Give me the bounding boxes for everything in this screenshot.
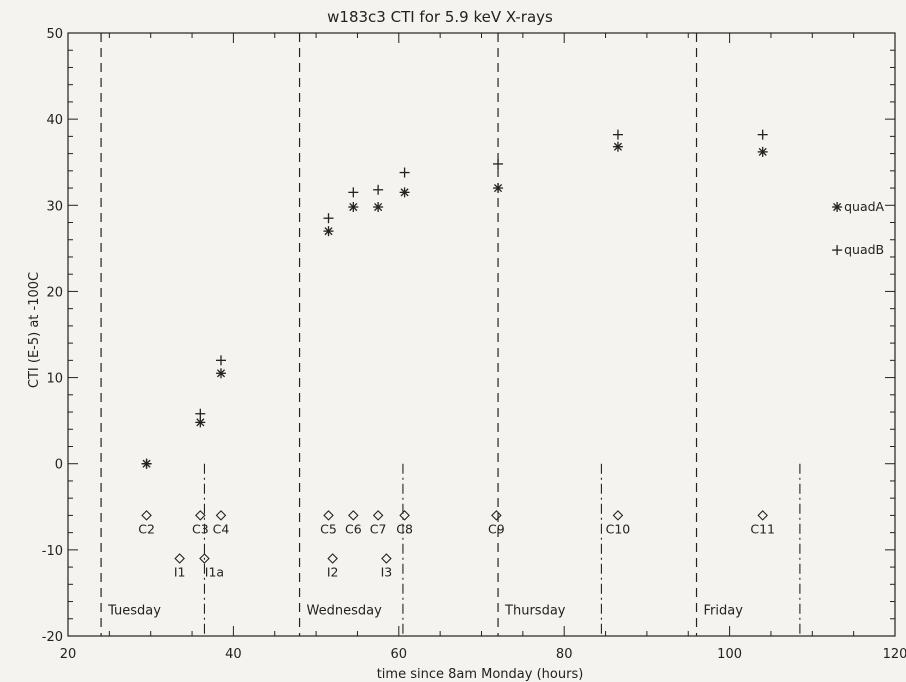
point-quadA — [216, 368, 226, 378]
x-tick-label: 80 — [556, 647, 573, 662]
y-tick-label: -10 — [42, 544, 63, 559]
x-tick-label: 120 — [883, 647, 906, 662]
point-quadA — [348, 202, 358, 212]
diamond-marker — [328, 554, 337, 563]
point-quadB — [493, 159, 503, 169]
marker-label: C9 — [488, 521, 505, 536]
diamond-marker — [382, 554, 391, 563]
x-tick-label: 60 — [391, 647, 408, 662]
diamond-marker — [324, 511, 333, 520]
diamond-marker — [400, 511, 409, 520]
legend-marker-quadA — [832, 202, 842, 212]
point-quadA — [400, 187, 410, 197]
marker-label: I2 — [327, 564, 339, 579]
y-tick-label: 10 — [46, 372, 63, 387]
point-quadB — [216, 355, 226, 365]
diamond-marker — [196, 511, 205, 520]
diamond-marker — [374, 511, 383, 520]
x-tick-label: 100 — [717, 647, 742, 662]
diamond-marker — [349, 511, 358, 520]
marker-label: C11 — [750, 521, 775, 536]
point-quadB — [195, 409, 205, 419]
day-label: Wednesday — [307, 603, 383, 618]
y-axis-label: CTI (E-5) at -100C — [27, 272, 42, 388]
diamond-marker — [175, 554, 184, 563]
point-quadA — [195, 417, 205, 427]
marker-label: I1a — [205, 564, 224, 579]
diamond-marker — [216, 511, 225, 520]
marker-label: I1 — [174, 564, 186, 579]
legend-label: quadB — [844, 242, 884, 257]
point-quadA — [613, 142, 623, 152]
point-quadB — [373, 185, 383, 195]
chart-title: w183c3 CTI for 5.9 keV X-rays — [327, 8, 553, 26]
y-tick-label: 0 — [55, 458, 63, 473]
day-label: Thursday — [504, 603, 566, 618]
point-quadB — [400, 168, 410, 178]
point-quadB — [348, 187, 358, 197]
diamond-marker — [492, 511, 501, 520]
marker-label: C5 — [320, 521, 337, 536]
marker-label: C6 — [345, 521, 362, 536]
y-tick-label: 20 — [46, 285, 63, 300]
x-tick-label: 20 — [60, 647, 77, 662]
y-tick-label: -20 — [42, 630, 63, 645]
point-quadB — [613, 130, 623, 140]
marker-label: C7 — [370, 521, 387, 536]
x-axis-label: time since 8am Monday (hours) — [377, 667, 584, 682]
point-quadB — [324, 213, 334, 223]
day-label: Tuesday — [107, 603, 161, 618]
marker-label: C3 — [192, 521, 209, 536]
point-quadA — [324, 226, 334, 236]
plot-area: 20 40 60 80 100 120 -20 -10 0 10 20 30 40 50 Tuesday We… — [42, 27, 906, 662]
marker-label: C4 — [213, 521, 230, 536]
point-quadB — [758, 130, 768, 140]
x-tick-label: 40 — [225, 647, 242, 662]
point-quadA — [493, 183, 503, 193]
point-quadA — [373, 202, 383, 212]
y-tick-label: 30 — [46, 199, 63, 214]
marker-label: C8 — [396, 521, 413, 536]
day-label: Friday — [704, 603, 744, 618]
y-tick-label: 50 — [46, 27, 63, 42]
legend-marker-quadB — [832, 245, 842, 255]
y-tick-label: 40 — [46, 113, 63, 128]
marker-label: C2 — [138, 521, 155, 536]
marker-label: C10 — [606, 521, 631, 536]
point-quadA — [758, 147, 768, 157]
diamond-marker — [758, 511, 767, 520]
diamond-marker — [142, 511, 151, 520]
legend-label: quadA — [844, 199, 884, 214]
marker-label: I3 — [381, 564, 393, 579]
diamond-marker — [613, 511, 622, 520]
plot-frame — [68, 33, 895, 636]
